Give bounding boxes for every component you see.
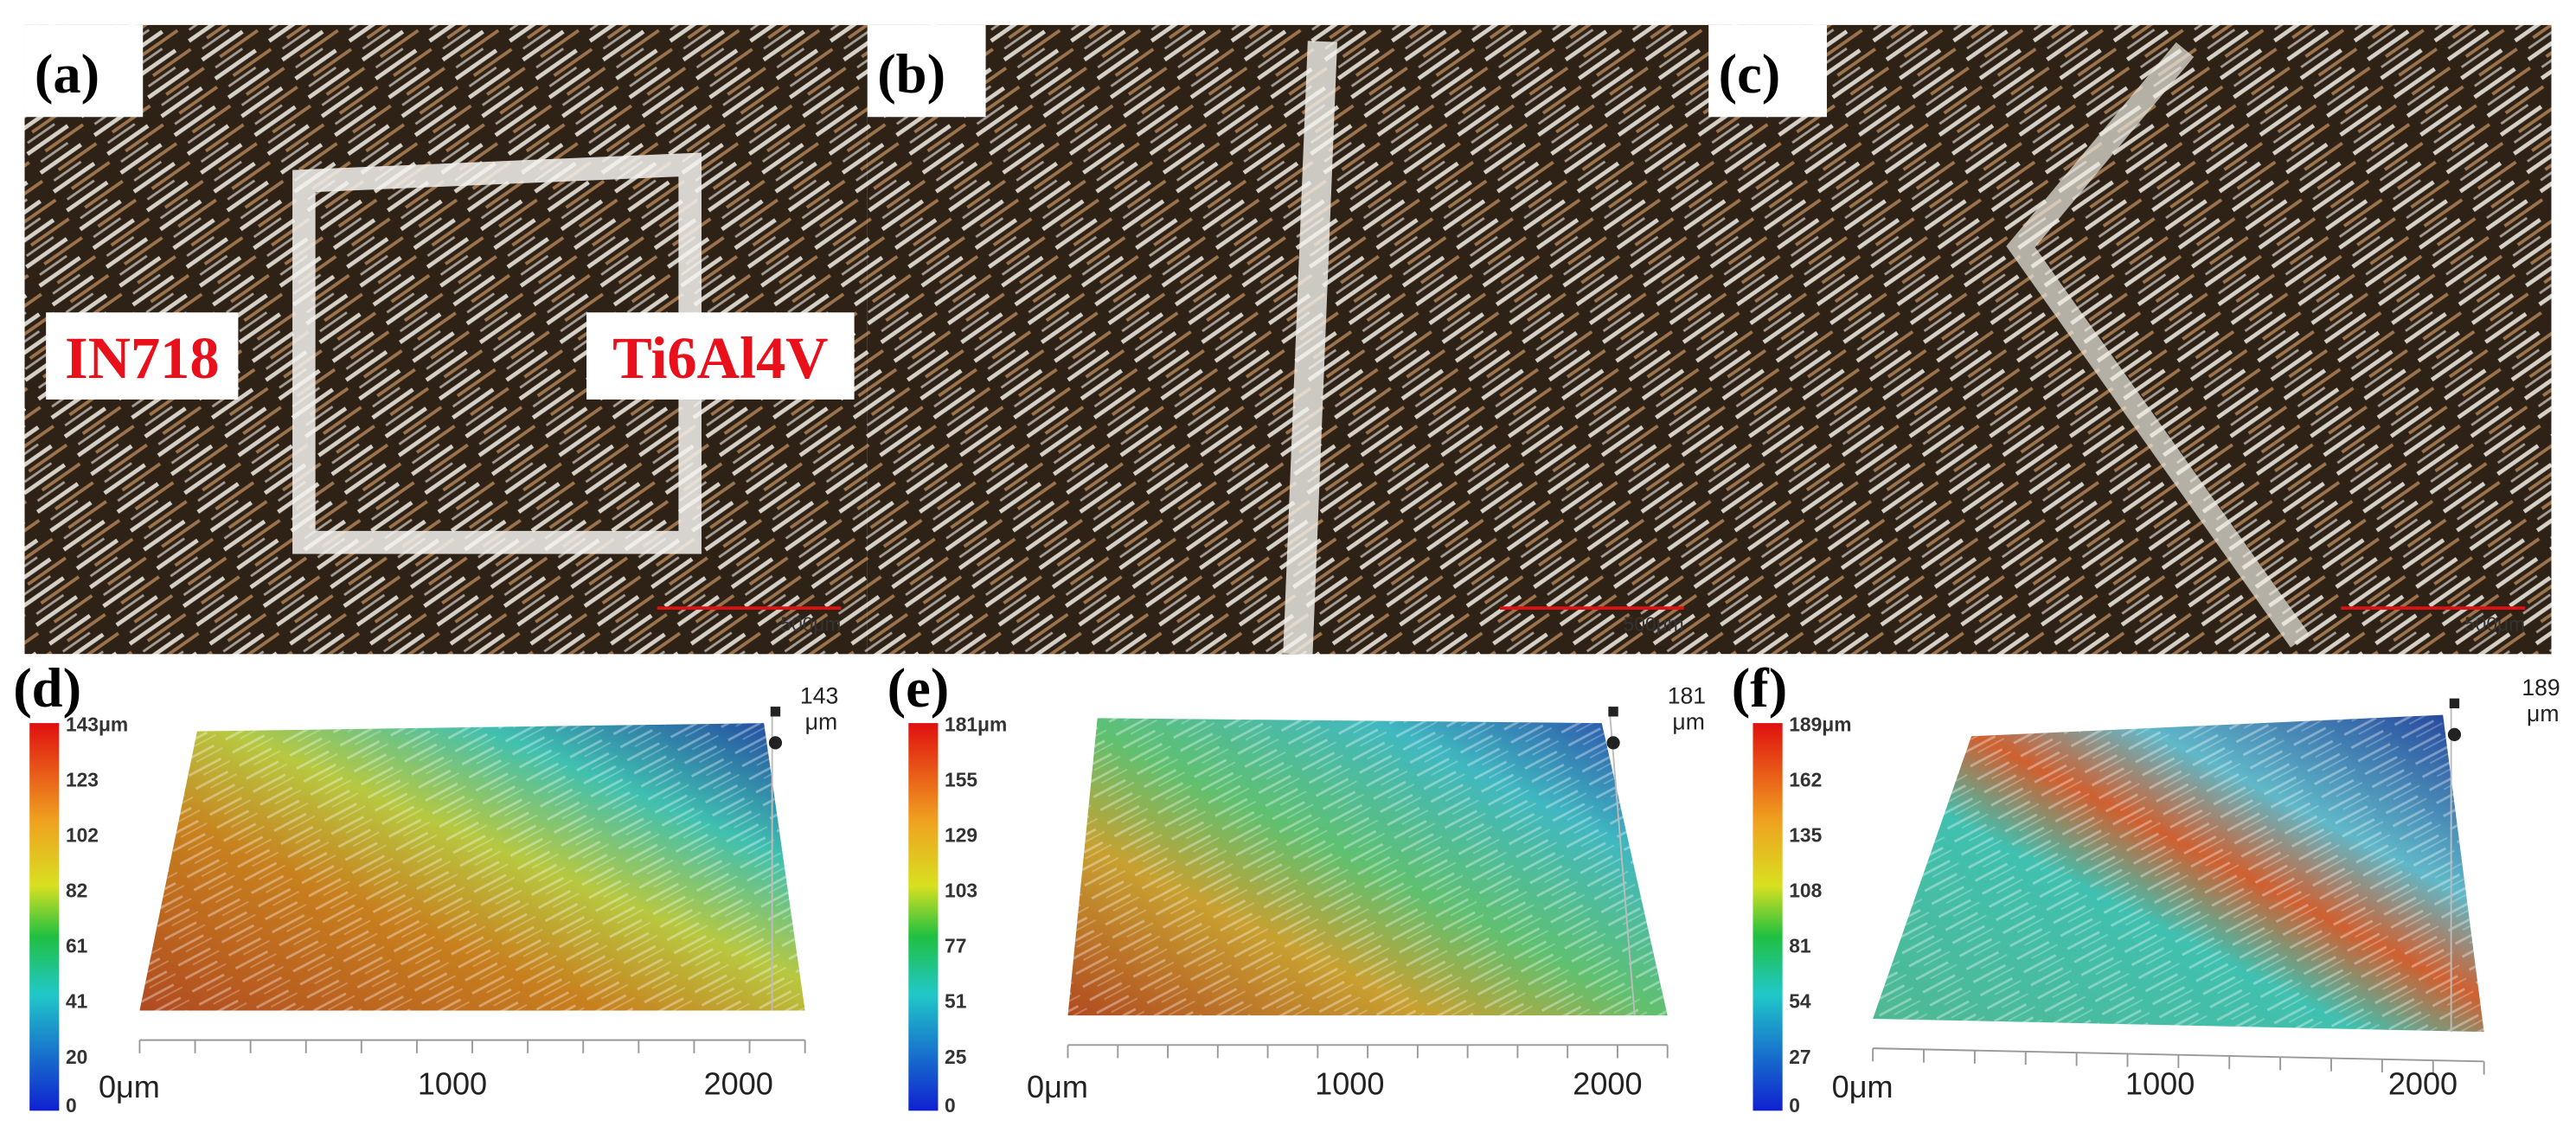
z-max-label: 143	[800, 682, 838, 708]
colorbar-tick-label: 108	[1789, 880, 1822, 902]
panel-label: (e)	[888, 656, 950, 719]
x-tick-label: 1000	[418, 1065, 487, 1101]
colorbar-tick-label: 54	[1789, 990, 1811, 1013]
colorbar-tick-label: 123	[66, 769, 99, 791]
annotation: Ti6Al4V	[612, 325, 828, 391]
surface-texture	[1873, 714, 2484, 1033]
colorbar-tick-label: 0	[1789, 1094, 1800, 1117]
panel-label: (d)	[13, 656, 81, 719]
surface-texture	[1067, 718, 1668, 1016]
colorbar-tick-label: 0	[66, 1094, 77, 1117]
z-marker	[1608, 707, 1618, 717]
colorbar-tick-label: 41	[66, 990, 88, 1013]
annotation-box	[586, 312, 855, 400]
colorbar-tick-label: 20	[66, 1046, 87, 1068]
annotation-box	[46, 312, 239, 400]
weld-line	[2006, 42, 2310, 648]
scale-bar-label: 500μm	[2464, 613, 2525, 636]
colorbar-tick-label: 51	[945, 990, 967, 1013]
x-tick-label: 1000	[2125, 1065, 2195, 1101]
surface-texture	[139, 723, 805, 1011]
colorbar-tick-label: 155	[945, 769, 977, 791]
label-box	[24, 24, 144, 118]
scale-bar-label: 500μm	[1624, 613, 1684, 636]
z-max-label: 181	[1668, 682, 1706, 708]
x-tick-label: 2000	[2388, 1065, 2457, 1101]
colorbar-tick-label: 25	[945, 1046, 967, 1068]
x-tick-label: 0μm	[99, 1069, 160, 1104]
annotation: IN718	[65, 325, 220, 391]
colorbar	[29, 723, 60, 1111]
z-marker	[2447, 727, 2462, 741]
x-tick-label: 1000	[1315, 1065, 1384, 1101]
colorbar-tick-label: 61	[66, 935, 88, 957]
z-marker	[1606, 736, 1620, 750]
weld-line	[1283, 41, 1337, 655]
colorbar-tick-label: 81	[1789, 935, 1811, 957]
z-unit-label: μm	[1672, 709, 1704, 735]
colorbar-tick-label: 27	[1789, 1046, 1810, 1068]
colorbar-tick-label: 0	[945, 1094, 956, 1117]
colorbar-tick-label: 135	[1789, 824, 1822, 847]
colorbar	[908, 723, 939, 1111]
panel-label: (a)	[35, 42, 99, 105]
z-marker	[770, 707, 781, 717]
colorbar-tick-label: 82	[66, 880, 87, 902]
colorbar-tick-label: 102	[66, 824, 99, 847]
colorbar-tick-label: 181μm	[945, 713, 1007, 736]
colorbar-tick-label: 129	[945, 824, 977, 847]
panel-label: (b)	[877, 42, 945, 105]
z-marker	[768, 736, 783, 750]
label-box	[867, 24, 986, 118]
label-box	[1708, 24, 1827, 118]
z-unit-label: μm	[805, 709, 837, 735]
colorbar-tick-label: 189μm	[1789, 713, 1851, 736]
colorbar-tick-label: 143μm	[66, 713, 128, 736]
z-marker	[2449, 698, 2460, 708]
x-tick-label: 2000	[704, 1065, 773, 1101]
colorbar-tick-label: 103	[945, 880, 977, 902]
panel-label: (f)	[1732, 656, 1788, 719]
scale-bar-label: 500μm	[780, 613, 841, 636]
weld-frame	[292, 152, 702, 554]
z-max-label: 189	[2522, 675, 2560, 701]
x-tick-label: 0μm	[1027, 1069, 1088, 1104]
label-box	[8, 654, 104, 720]
colorbar-tick-label: 77	[945, 935, 966, 957]
x-tick-label: 0μm	[1832, 1069, 1894, 1104]
z-unit-label: μm	[2527, 701, 2559, 726]
x-tick-label: 2000	[1573, 1065, 1642, 1101]
label-box	[875, 654, 971, 720]
colorbar	[1753, 723, 1783, 1111]
label-box	[1720, 654, 1816, 720]
panel-label: (c)	[1719, 42, 1781, 105]
z-axis	[1609, 714, 1636, 1016]
colorbar-tick-label: 162	[1789, 769, 1822, 791]
